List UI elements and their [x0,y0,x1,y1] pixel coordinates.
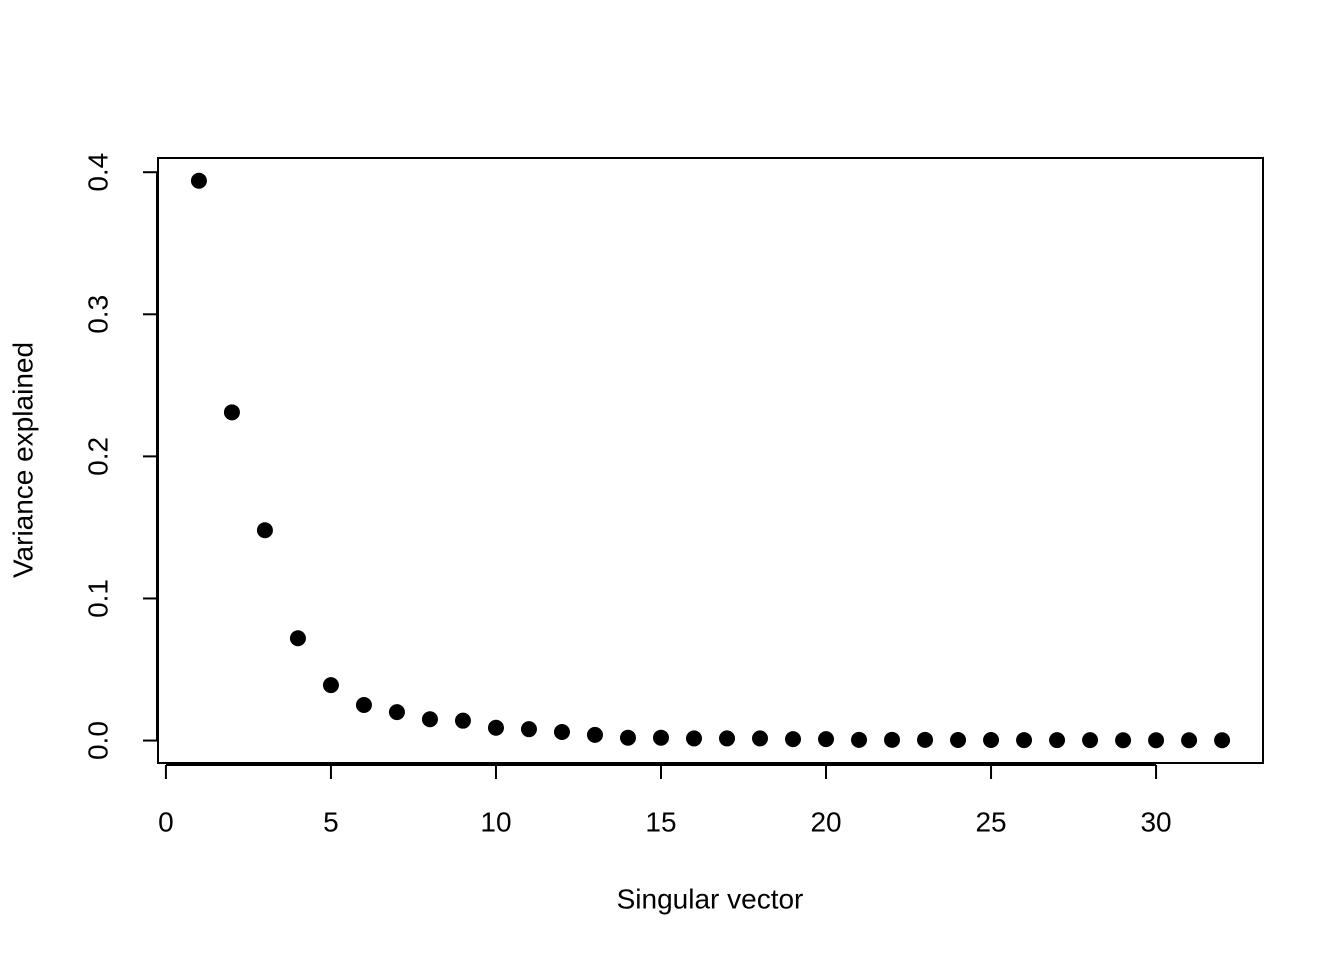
point [223,404,240,421]
point [983,731,1000,748]
point [322,677,339,694]
y-tick-label: 0.0 [82,721,113,760]
point [851,731,868,748]
point [719,730,736,747]
y-axis-title: Variance explained [7,342,38,578]
point [950,731,967,748]
x-tick-label: 25 [975,806,1006,837]
point [454,712,471,729]
point [652,729,669,746]
point [388,704,405,721]
point [1115,732,1132,749]
x-tick-label: 20 [810,806,841,837]
x-axis-title: Singular vector [617,883,804,914]
point [190,172,207,189]
point [685,730,702,747]
y-tick-label: 0.2 [82,437,113,476]
point [818,731,835,748]
point [619,729,636,746]
point [256,522,273,539]
point [1016,732,1033,749]
x-tick-label: 0 [158,806,174,837]
point [421,711,438,728]
y-tick-label: 0.3 [82,295,113,334]
x-tick-label: 5 [323,806,339,837]
point [520,721,537,738]
point [884,731,901,748]
x-tick-label: 15 [645,806,676,837]
point [355,697,372,714]
point [917,731,934,748]
point [785,731,802,748]
point [1082,732,1099,749]
plot-frame [157,157,1264,764]
y-tick-label: 0.1 [82,579,113,618]
x-tick-label: 10 [480,806,511,837]
point [1214,732,1231,749]
point [586,726,603,743]
x-tick-label: 30 [1140,806,1171,837]
point [289,630,306,647]
point [1181,732,1198,749]
y-tick-label: 0.4 [82,153,113,192]
point [752,730,769,747]
point [1049,732,1066,749]
point [553,724,570,741]
point [1148,732,1165,749]
point [487,719,504,736]
